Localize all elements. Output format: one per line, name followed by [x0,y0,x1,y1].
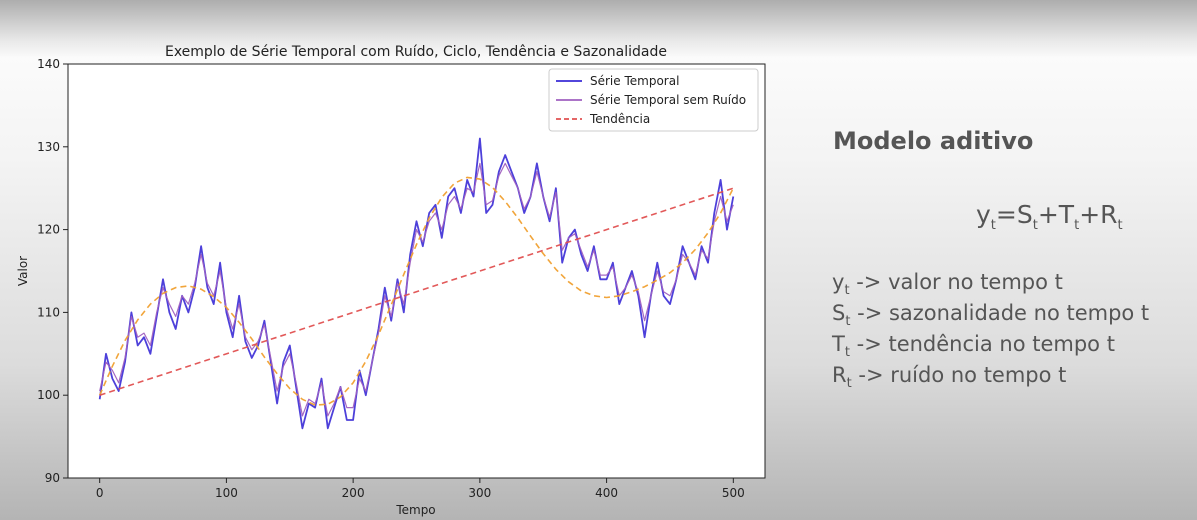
legend-label: Série Temporal [590,74,679,88]
legend: Série Temporal Série Temporal sem Ruído Te… [548,68,759,132]
x-tick-label: 100 [215,486,238,500]
formula-t: T [1058,200,1075,229]
chart-title: Exemplo de Série Temporal com Ruído, Cic… [165,44,667,60]
definitions-list: yt -> valor no tempo t St -> sazonalidad… [832,270,1149,394]
y-tick-label: 140 [37,57,60,71]
y-tick-label: 110 [37,305,60,319]
x-axis: 0 100 200 300 400 500 [96,478,745,500]
plot-area [68,64,765,478]
definition-sub: t [844,283,850,299]
y-axis-label: Valor [16,256,30,286]
legend-box [548,68,759,132]
series-line-2 [99,187,734,396]
x-tick-label: 300 [468,486,491,500]
definition-symbol: S [832,301,846,325]
definition-s: St -> sazonalidade no tempo t [832,301,1149,332]
definition-symbol: y [832,270,845,294]
formula-s: S [1016,200,1033,229]
formula-r: R [1100,200,1118,229]
y-axis: 90 100 110 120 130 140 [37,57,68,485]
formula-plus-1: + [1037,200,1059,229]
definition-symbol: T [832,332,845,356]
formula-r-sub: t [1117,218,1123,233]
formula-equals: = [995,200,1017,229]
formula-s-sub: t [1032,218,1038,233]
x-tick-label: 400 [595,486,618,500]
formula-t-sub: t [1074,218,1080,233]
y-tick-label: 90 [45,471,60,485]
legend-label: Tendência [589,112,650,126]
y-tick-label: 130 [37,140,60,154]
definition-sub: t [845,314,851,330]
x-axis-label: Tempo [395,503,435,517]
definition-sub: t [844,345,850,361]
time-series-chart: Exemplo de Série Temporal com Ruído, Cic… [16,44,766,517]
definition-t: Tt -> tendência no tempo t [832,332,1149,363]
definition-text: -> tendência no tempo t [849,332,1115,356]
formula-plus-2: + [1079,200,1101,229]
x-tick-label: 500 [722,486,745,500]
video-top-shade [0,0,1197,58]
definition-symbol: R [832,363,847,387]
right-panel: Modelo aditivo yt=St+Tt+Rt yt -> valor n… [800,0,1197,520]
x-tick-label: 200 [342,486,365,500]
definition-sub: t [846,376,852,392]
definition-r: Rt -> ruído no tempo t [832,363,1149,394]
formula-y: y [976,200,991,229]
x-tick-label: 0 [96,486,104,500]
panel-title: Modelo aditivo [833,127,1034,155]
definition-text: -> ruído no tempo t [851,363,1067,387]
y-tick-label: 120 [37,223,60,237]
definition-text: -> sazonalidade no tempo t [850,301,1150,325]
definition-y: yt -> valor no tempo t [832,270,1149,301]
series-layer [98,137,735,430]
formula-y-sub: t [990,218,996,233]
plot-frame [67,63,766,479]
y-tick-label: 100 [37,388,60,402]
series-line-1 [99,162,734,417]
series-line-3 [98,176,735,406]
legend-label: Série Temporal sem Ruído [590,93,746,107]
additive-formula: yt=St+Tt+Rt [976,200,1123,233]
definition-text: -> valor no tempo t [849,270,1063,294]
